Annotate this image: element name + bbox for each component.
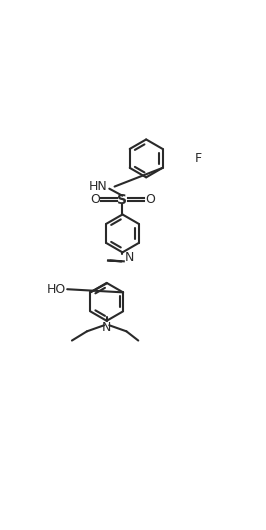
Text: HO: HO xyxy=(47,282,66,296)
Text: S: S xyxy=(118,193,127,207)
Text: HN: HN xyxy=(89,180,108,193)
Text: O: O xyxy=(145,193,155,206)
Text: O: O xyxy=(90,193,100,206)
Text: N: N xyxy=(102,321,111,333)
Text: F: F xyxy=(195,152,202,165)
Text: N: N xyxy=(125,251,135,264)
